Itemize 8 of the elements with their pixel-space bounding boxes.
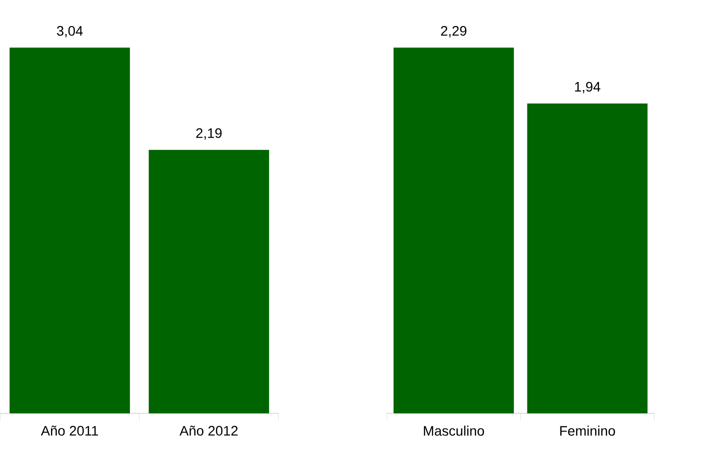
data-label: 2,19 [196, 128, 222, 140]
x-tick-label: Feminino [560, 426, 616, 436]
x-tick-label: Masculino [424, 426, 484, 436]
data-label: 3,04 [56, 26, 83, 38]
data-label: 2,29 [441, 26, 466, 38]
x-tick-label: Año 2012 [180, 426, 238, 436]
x-tick-label: Año 2011 [40, 426, 98, 436]
data-label: 1,94 [575, 82, 600, 94]
